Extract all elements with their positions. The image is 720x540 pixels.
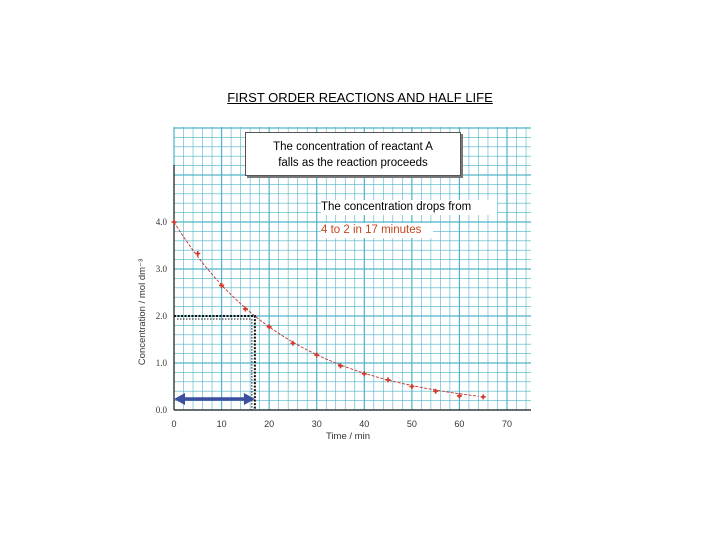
y-axis-label: Concentration / mol dm⁻³ <box>137 259 148 365</box>
y-tick-label: 4.0 <box>156 217 168 227</box>
slide-title: FIRST ORDER REACTIONS AND HALF LIFE <box>227 90 493 105</box>
x-tick-label: 60 <box>454 419 464 429</box>
data-point-dot <box>315 353 319 357</box>
x-axis-label: Time / min <box>326 431 370 442</box>
half-life-arrow-right-head <box>243 393 255 405</box>
callout-box: The concentration of reactant A falls as… <box>245 132 461 176</box>
half-life-marker <box>174 315 256 410</box>
x-tick-label: 10 <box>217 419 227 429</box>
y-tick-label: 1.0 <box>156 358 168 368</box>
x-tick-label: 50 <box>407 419 417 429</box>
data-point-dot <box>172 220 176 224</box>
half-life-dotted-guide-inner <box>177 318 253 410</box>
axes <box>173 165 531 411</box>
data-point-dot <box>386 378 390 382</box>
x-tick-label: 70 <box>502 419 512 429</box>
data-point-dot <box>220 284 223 287</box>
axis-labels: 0 10 20 30 40 50 60 70 0.0 1.0 2.0 3.0 4.0 Time / min… <box>137 217 512 442</box>
x-tick-label: 30 <box>312 419 322 429</box>
y-tick-label: 0.0 <box>156 405 168 415</box>
data-point-dot <box>196 252 200 255</box>
data-point-dot <box>291 341 295 345</box>
data-point-dot <box>339 364 342 368</box>
data-points <box>171 219 486 400</box>
data-point-dot <box>481 395 485 399</box>
x-tick-label: 20 <box>264 419 274 429</box>
x-tick-label: 0 <box>171 419 176 429</box>
x-tick-label: 40 <box>359 419 369 429</box>
callout-line-1: The concentration of reactant A <box>273 141 433 153</box>
y-tick-label: 3.0 <box>156 264 168 274</box>
y-tick-label: 2.0 <box>156 311 168 321</box>
callout-line-2: falls as the reaction proceeds <box>278 157 428 169</box>
data-point-dot <box>267 325 271 329</box>
data-point-dot <box>434 389 438 393</box>
half-life-dotted-guide <box>174 315 256 410</box>
note-line-2: 4 to 2 in 17 minutes <box>321 223 433 238</box>
fitted-curve <box>173 221 479 397</box>
data-point-dot <box>458 394 461 398</box>
decay-curve <box>173 221 479 397</box>
note-line-1: The concentration drops from <box>321 200 497 215</box>
data-point-dot <box>410 385 414 388</box>
data-point-dot <box>362 372 366 376</box>
half-life-arrow-left-head <box>174 393 185 405</box>
data-point-dot <box>243 307 247 311</box>
